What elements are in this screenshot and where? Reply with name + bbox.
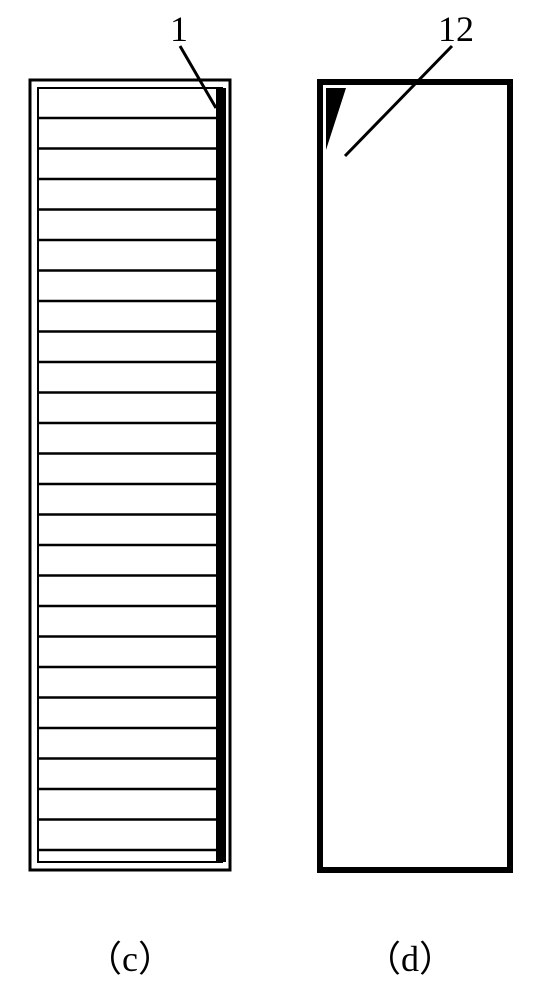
diagram-stage: 1 12 （c） （d） bbox=[0, 0, 560, 995]
caption-d: （d） bbox=[310, 930, 510, 982]
panel-d-svg bbox=[0, 0, 560, 900]
panel-d-rect bbox=[320, 82, 510, 870]
caption-c: （c） bbox=[30, 930, 230, 982]
